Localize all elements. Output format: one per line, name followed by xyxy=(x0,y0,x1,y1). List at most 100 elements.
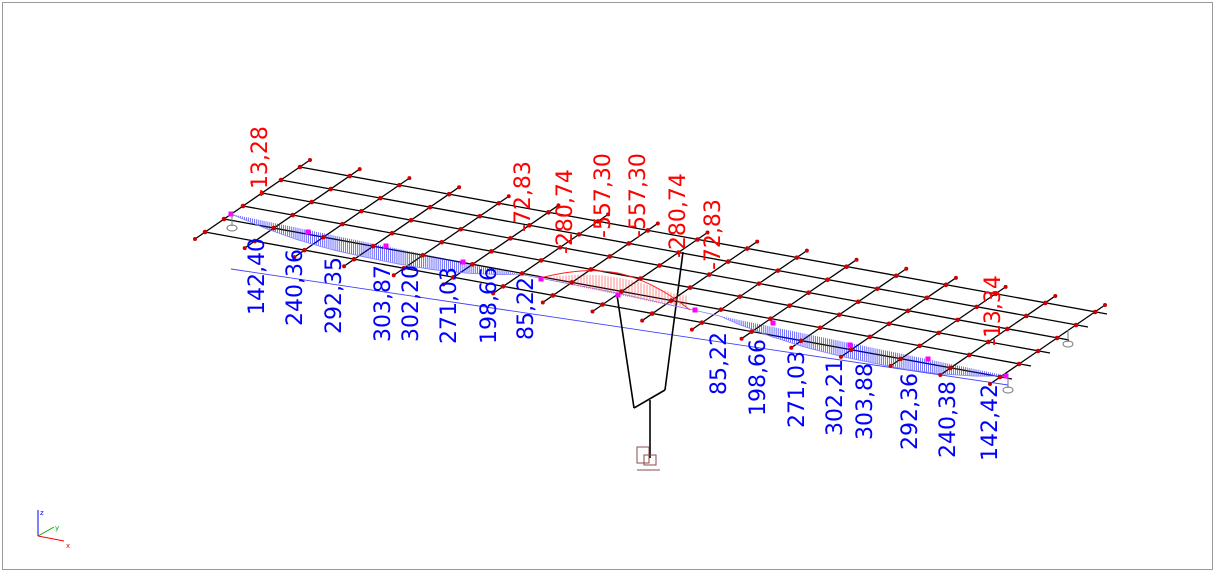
mesh-node xyxy=(804,248,809,253)
mesh-node xyxy=(252,238,257,244)
mesh-node xyxy=(351,256,357,262)
mesh-node xyxy=(292,255,297,260)
mesh-node xyxy=(993,291,998,297)
pier-support-icon xyxy=(636,446,660,471)
mesh-node xyxy=(649,311,655,316)
mesh-node xyxy=(540,300,545,305)
mesh-node xyxy=(699,320,705,325)
mesh-node xyxy=(789,345,794,350)
mesh-node xyxy=(506,194,511,199)
mesh-node xyxy=(888,363,893,368)
mesh-transverse-line xyxy=(492,213,609,294)
mesh-node xyxy=(905,308,911,314)
x-axis-label: x xyxy=(66,542,70,550)
mesh-longitudinal-line xyxy=(204,231,1013,380)
mesh-node xyxy=(297,164,303,170)
mesh-transverse-line xyxy=(790,268,907,349)
mesh-node xyxy=(838,354,843,359)
mesh-node xyxy=(1024,313,1029,319)
end-supports xyxy=(226,212,1074,394)
mesh-node xyxy=(867,334,873,340)
diagram-node xyxy=(305,229,311,235)
mesh-node xyxy=(689,327,694,332)
mesh-node xyxy=(718,307,724,312)
mesh-node xyxy=(420,252,426,258)
mesh-node xyxy=(278,177,284,183)
moment-label-positive: 292,35 xyxy=(322,257,347,334)
mesh-transverse-line xyxy=(443,204,559,285)
diagram-node xyxy=(615,292,621,298)
mesh-node xyxy=(657,263,662,268)
mesh-node xyxy=(500,284,506,289)
moment-label-negative: -280,74 xyxy=(666,173,691,258)
mesh-transverse-line xyxy=(691,250,808,331)
mesh-node xyxy=(321,234,326,240)
mesh-longitudinal-line xyxy=(242,205,1051,354)
moment-label-negative: -13,34 xyxy=(981,275,1006,346)
mesh-transverse-line xyxy=(244,168,361,249)
moment-label-positive: 271,03 xyxy=(437,267,462,344)
diagram-node xyxy=(383,243,389,249)
mesh-node xyxy=(607,254,613,259)
mesh-node xyxy=(550,293,556,298)
mesh-node xyxy=(848,347,854,353)
mesh-transverse-line xyxy=(840,277,957,358)
mesh-node xyxy=(259,190,265,196)
mesh-node xyxy=(1003,284,1008,289)
mesh-node xyxy=(309,199,314,205)
mesh-node xyxy=(600,302,605,307)
mesh-transverse-line xyxy=(194,159,311,240)
mesh-node xyxy=(302,247,307,253)
mesh-node xyxy=(755,239,760,244)
moment-label-negative: -72,83 xyxy=(511,161,536,232)
mesh-node xyxy=(359,208,364,214)
mesh-node xyxy=(439,239,445,245)
diagram-node xyxy=(847,342,853,348)
y-axis-label: y xyxy=(55,524,59,532)
mesh-node xyxy=(1043,300,1048,306)
mesh-transverse-line xyxy=(939,295,1056,376)
support-far-icon xyxy=(1062,330,1074,348)
pier-left-leg xyxy=(616,294,635,409)
value-labels: -13,28 -72,83 -280,74 -557,30 -557,30 -280,74… xyxy=(245,126,1006,461)
mesh-node xyxy=(787,303,792,308)
mesh-node xyxy=(676,250,681,255)
mesh-node xyxy=(407,176,412,181)
mesh-node xyxy=(886,321,892,327)
mesh-node xyxy=(347,173,352,179)
moment-label-positive: 302,21 xyxy=(823,359,848,436)
mesh-node xyxy=(519,271,525,276)
mesh-node xyxy=(489,249,494,254)
mesh-node xyxy=(638,276,643,281)
mesh-transverse-line xyxy=(393,195,510,276)
mesh-node xyxy=(854,257,859,262)
mesh-node xyxy=(775,268,781,273)
moment-label-positive: 142,40 xyxy=(245,238,270,315)
mesh-node xyxy=(290,212,295,218)
diagram-node xyxy=(692,307,698,313)
mesh-node xyxy=(378,195,383,201)
mesh-node xyxy=(794,255,800,260)
mesh-transverse-line xyxy=(542,222,659,303)
mesh-node xyxy=(595,219,601,224)
mesh-node xyxy=(974,304,979,310)
mesh-node xyxy=(619,289,624,294)
mesh-node xyxy=(193,237,197,241)
mesh-node xyxy=(342,264,347,269)
moment-label-negative: -557,30 xyxy=(626,153,651,238)
mesh-node xyxy=(967,352,972,358)
mesh-node xyxy=(470,262,475,267)
diagram-node xyxy=(1003,373,1009,379)
mesh-node xyxy=(427,204,433,210)
moment-label-positive: 240,36 xyxy=(283,249,308,326)
mesh-node xyxy=(308,158,312,162)
mesh-node xyxy=(768,316,773,321)
mesh-node xyxy=(806,290,811,295)
mesh-node xyxy=(725,259,731,264)
mesh-node xyxy=(221,216,227,222)
mesh-node xyxy=(645,228,651,233)
mesh-transverse-line xyxy=(890,286,1006,367)
mesh-transverse-line xyxy=(741,259,857,340)
